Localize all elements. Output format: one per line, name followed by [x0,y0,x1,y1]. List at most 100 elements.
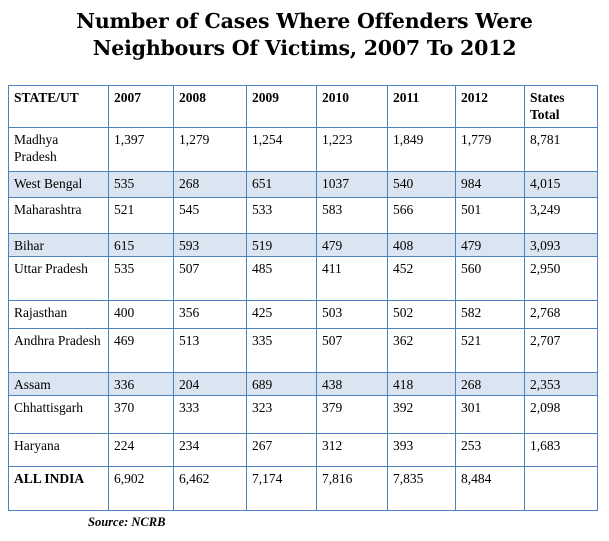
table-row: Maharashtra 521 545 533 583 566 501 3,24… [8,197,598,234]
cell-2008: 545 [173,197,247,234]
cell-2008: 507 [173,256,247,301]
cell-2007: 6,902 [108,466,174,511]
cell-2008: 268 [173,171,247,198]
cell-2007: 521 [108,197,174,234]
cell-total: 2,768 [524,300,598,329]
cell-2009: 1,254 [246,127,317,172]
cell-2010: 583 [316,197,388,234]
cell-2010: 7,816 [316,466,388,511]
table-row: Haryana 224 234 267 312 393 253 1,683 [8,433,598,467]
table-row: Uttar Pradesh 535 507 485 411 452 560 2,… [8,256,598,301]
cell-2010: 438 [316,372,388,396]
cell-2007: 469 [108,328,174,373]
cell-2011: 362 [387,328,456,373]
cell-2007: 1,397 [108,127,174,172]
chart-title: Number of Cases Where Offenders Were Nei… [0,8,609,62]
title-line-2: Neighbours Of Victims, 2007 To 2012 [92,36,517,60]
cell-2012: 501 [455,197,525,234]
cell-2011: 7,835 [387,466,456,511]
cell-state: Chhattisgarh [8,395,109,434]
cell-all-india-label: ALL INDIA [8,466,109,511]
cell-2012: 8,484 [455,466,525,511]
header-2011: 2011 [387,85,456,128]
cell-2008: 6,462 [173,466,247,511]
cell-2012: 253 [455,433,525,467]
cell-total: 2,098 [524,395,598,434]
cell-total: 3,249 [524,197,598,234]
cell-2007: 370 [108,395,174,434]
header-2010: 2010 [316,85,388,128]
cell-2007: 535 [108,256,174,301]
cell-2007: 535 [108,171,174,198]
cell-total: 2,707 [524,328,598,373]
cell-2009: 425 [246,300,317,329]
cell-state: Uttar Pradesh [8,256,109,301]
cell-2011: 418 [387,372,456,396]
cell-state: Madhya Pradesh [8,127,109,172]
cell-2012: 1,779 [455,127,525,172]
cell-2012: 560 [455,256,525,301]
cell-total: 2,950 [524,256,598,301]
table-row: Bihar 615 593 519 479 408 479 3,093 [8,233,598,257]
cell-2007: 224 [108,433,174,467]
header-2008: 2008 [173,85,247,128]
cell-2011: 408 [387,233,456,257]
cell-2008: 513 [173,328,247,373]
table-row: West Bengal 535 268 651 1037 540 984 4,0… [8,171,598,198]
cell-2009: 323 [246,395,317,434]
cell-state: Andhra Pradesh [8,328,109,373]
cell-total: 4,015 [524,171,598,198]
cell-2008: 1,279 [173,127,247,172]
cell-2007: 400 [108,300,174,329]
cell-2010: 1037 [316,171,388,198]
cell-2008: 593 [173,233,247,257]
cell-2012: 984 [455,171,525,198]
cell-total: 8,781 [524,127,598,172]
cell-2010: 479 [316,233,388,257]
cell-state: Maharashtra [8,197,109,234]
cell-2009: 485 [246,256,317,301]
header-2007: 2007 [108,85,174,128]
cell-state: Rajasthan [8,300,109,329]
cell-2010: 507 [316,328,388,373]
header-state: STATE/UT [8,85,109,128]
header-2009: 2009 [246,85,317,128]
cell-2010: 411 [316,256,388,301]
cell-2012: 582 [455,300,525,329]
source-note: Source: NCRB [88,515,166,529]
cell-2008: 333 [173,395,247,434]
cell-2012: 479 [455,233,525,257]
header-states-total: States Total [524,85,598,128]
cell-total [524,466,598,511]
cell-state: Haryana [8,433,109,467]
header-2012: 2012 [455,85,525,128]
cell-2008: 356 [173,300,247,329]
cell-2009: 519 [246,233,317,257]
cell-2011: 502 [387,300,456,329]
table-row: Madhya Pradesh 1,397 1,279 1,254 1,223 1… [8,127,598,172]
cell-2009: 651 [246,171,317,198]
cell-2011: 393 [387,433,456,467]
cell-2010: 312 [316,433,388,467]
cell-state: West Bengal [8,171,109,198]
cell-total: 2,353 [524,372,598,396]
cell-state: Bihar [8,233,109,257]
cell-2009: 533 [246,197,317,234]
cell-2012: 301 [455,395,525,434]
table-row: Assam 336 204 689 438 418 268 2,353 [8,372,598,396]
cell-2010: 1,223 [316,127,388,172]
cell-2010: 379 [316,395,388,434]
cell-2011: 540 [387,171,456,198]
cell-2008: 234 [173,433,247,467]
all-india-row: ALL INDIA 6,902 6,462 7,174 7,816 7,835 … [8,466,598,511]
cell-2011: 392 [387,395,456,434]
cell-2009: 335 [246,328,317,373]
cell-2009: 689 [246,372,317,396]
cell-2010: 503 [316,300,388,329]
cell-state: Assam [8,372,109,396]
cell-total: 1,683 [524,433,598,467]
cases-table: STATE/UT 2007 2008 2009 2010 2011 2012 S… [8,85,598,511]
cell-2011: 452 [387,256,456,301]
table-row: Rajasthan 400 356 425 503 502 582 2,768 [8,300,598,329]
cell-2011: 1,849 [387,127,456,172]
